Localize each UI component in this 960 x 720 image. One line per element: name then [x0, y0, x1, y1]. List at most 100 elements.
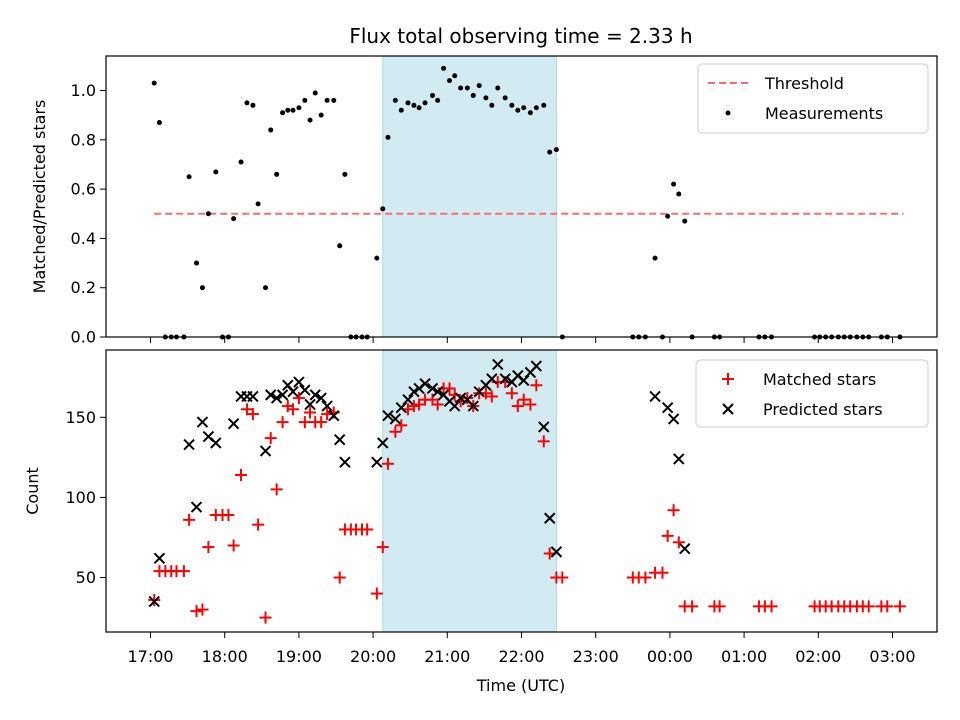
predicted-point: [190, 501, 203, 513]
measurement-point: [483, 95, 489, 101]
measurement-point: [495, 85, 501, 91]
matched-point: [407, 400, 420, 413]
x-tick-label: 18:00: [202, 647, 248, 666]
y-tick-label: 0.2: [71, 278, 96, 297]
predicted-point: [196, 416, 209, 428]
matched-point: [672, 536, 685, 549]
measurement-point: [307, 117, 313, 123]
matched-point: [556, 571, 569, 584]
predicted-point: [426, 382, 439, 395]
matched-point: [196, 603, 209, 616]
bottom-x-ticks: 17:00 18:00 19:00 20:00 21:00 22:00 23:00 00:00…: [127, 632, 916, 666]
predicted-point: [492, 358, 504, 371]
matched-point: [431, 398, 444, 411]
measurement-point: [470, 92, 476, 98]
matched-point: [246, 408, 259, 421]
top-shaded-interval: [382, 55, 557, 338]
matched-point: [893, 600, 906, 613]
measurement-point: [324, 97, 330, 103]
measurement-point: [398, 107, 404, 113]
measurement-point: [268, 127, 274, 133]
predicted-point: [382, 409, 394, 422]
matched-point: [530, 379, 543, 392]
legend-threshold-label: Threshold: [764, 74, 844, 93]
predicted-point: [377, 437, 389, 449]
matched-point: [862, 600, 875, 613]
matched-point: [222, 509, 235, 522]
measurement-point: [318, 112, 324, 118]
bottom-panel: 50 100 150 17:00 18:00 19:00 20:00 21:00 22:00 2…: [23, 349, 938, 695]
measurement-point: [458, 85, 464, 91]
measurement-point: [447, 78, 453, 84]
measurement-point: [186, 174, 192, 180]
measurement-point: [476, 83, 482, 89]
predicted-point: [148, 595, 160, 608]
measurement-point: [385, 134, 391, 140]
matched-point: [639, 571, 652, 584]
measurement-point: [337, 243, 343, 249]
predicted-point: [265, 389, 277, 401]
legend-matched-swatch: [722, 373, 734, 385]
predicted-point: [499, 373, 511, 385]
matched-point: [227, 539, 240, 552]
measurement-point: [205, 211, 211, 217]
measurement-point: [527, 110, 533, 116]
measurement-point: [263, 285, 269, 291]
predicted-point: [227, 417, 240, 430]
top-x-ticks: [150, 337, 893, 343]
predicted-point: [679, 542, 691, 555]
matched-point: [292, 392, 305, 405]
y-tick-label: 0.0: [71, 328, 96, 347]
x-tick-label: 22:00: [498, 647, 544, 666]
top-legend-box: [697, 63, 929, 134]
matched-point: [661, 529, 674, 542]
measurement-point: [194, 260, 200, 266]
matched-point: [183, 513, 196, 526]
bottom-shaded-interval: [382, 349, 557, 633]
measurement-point: [199, 285, 205, 291]
measurement-point: [682, 218, 688, 224]
y-tick-label: 150: [65, 408, 96, 427]
matched-point: [202, 541, 215, 554]
matched-point: [304, 406, 317, 419]
predicted-point: [247, 390, 259, 403]
measurement-point: [435, 97, 441, 103]
predicted-point: [299, 384, 311, 396]
measurement-point: [312, 90, 318, 96]
bottom-y-axis-label: Count: [23, 467, 42, 515]
matched-point: [485, 390, 498, 403]
matched-point: [517, 393, 530, 406]
measurement-point: [422, 100, 428, 106]
measurement-point: [231, 216, 237, 222]
measurement-point: [405, 100, 411, 106]
matched-point: [264, 432, 277, 445]
predicted-point: [454, 392, 467, 404]
measurement-point: [331, 97, 337, 103]
measurement-point: [302, 97, 308, 103]
matched-point: [376, 541, 389, 554]
x-tick-label: 17:00: [127, 647, 173, 666]
y-tick-label: 0.4: [71, 229, 96, 248]
predicted-point: [389, 413, 402, 425]
matched-point: [443, 382, 456, 395]
measurement-point: [464, 85, 470, 91]
legend-predicted-label: Predicted stars: [763, 400, 883, 419]
measurement-point: [392, 97, 398, 103]
predicted-point: [259, 445, 272, 457]
matched-point: [765, 600, 778, 613]
bottom-matched-points: [148, 376, 906, 624]
measurement-point: [238, 159, 244, 165]
x-tick-label: 21:00: [424, 647, 470, 666]
measurement-point: [541, 102, 547, 108]
predicted-point: [649, 390, 661, 403]
measurement-point: [509, 102, 515, 108]
x-tick-label: 01:00: [721, 647, 767, 666]
x-tick-label: 20:00: [350, 647, 396, 666]
predicted-point: [339, 456, 351, 468]
measurement-point: [533, 105, 539, 111]
matched-point: [252, 518, 265, 531]
matched-point: [370, 587, 383, 600]
x-tick-label: 00:00: [647, 647, 693, 666]
measurement-point: [553, 147, 559, 153]
